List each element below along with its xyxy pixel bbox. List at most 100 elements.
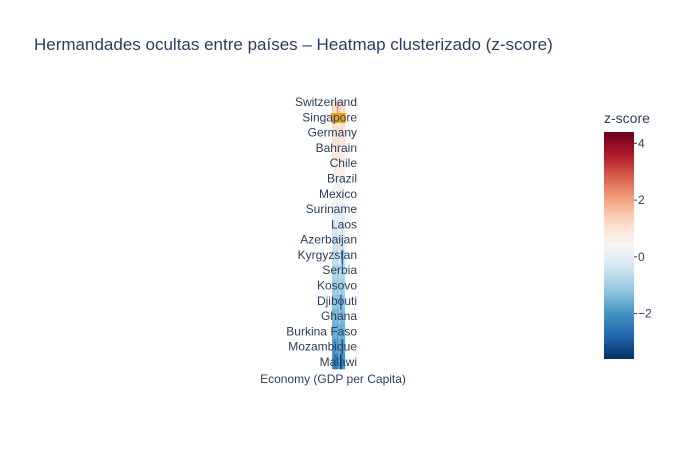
heatmap-cell bbox=[343, 145, 346, 161]
heatmap-cell bbox=[343, 160, 346, 176]
heatmap-cell bbox=[332, 175, 334, 191]
heatmap-cell bbox=[335, 309, 338, 325]
heatmap-cell bbox=[336, 101, 339, 117]
heatmap-cell bbox=[338, 294, 341, 310]
heatmap-cell bbox=[341, 279, 344, 295]
heatmap-cell bbox=[332, 339, 334, 355]
heatmap-cell bbox=[340, 324, 342, 340]
colorbar bbox=[604, 132, 634, 359]
heatmap-cell bbox=[332, 145, 334, 161]
heatmap-cell bbox=[335, 145, 338, 161]
heatmap-cell bbox=[341, 190, 344, 206]
heatmap-cell bbox=[338, 115, 341, 132]
heatmap-cell bbox=[343, 220, 346, 236]
y-tick-label: Chile bbox=[330, 156, 358, 170]
heatmap-cell bbox=[332, 220, 334, 236]
heatmap-cell bbox=[340, 235, 342, 251]
y-tick-label: Suriname bbox=[306, 202, 358, 216]
heatmap-cell bbox=[332, 130, 334, 146]
heatmap-cell bbox=[336, 354, 339, 370]
heatmap-cell bbox=[338, 279, 341, 295]
heatmap-cell bbox=[333, 160, 336, 176]
heatmap-cell bbox=[333, 145, 336, 161]
y-tick-label: Laos bbox=[331, 217, 357, 231]
heatmap-cell bbox=[343, 324, 346, 340]
heatmap-cell bbox=[338, 339, 341, 355]
heatmap-cell bbox=[341, 145, 344, 161]
y-tick-label: Kosovo bbox=[317, 279, 357, 293]
heatmap-cell bbox=[336, 175, 339, 191]
heatmap-cell bbox=[343, 190, 346, 206]
heatmap-cell bbox=[341, 115, 344, 132]
heatmap-cell bbox=[333, 130, 336, 146]
heatmap-cell bbox=[340, 175, 342, 191]
heatmap-cell bbox=[341, 175, 344, 191]
heatmap-cell bbox=[332, 235, 334, 251]
heatmap-cell bbox=[338, 249, 341, 266]
heatmap-cell bbox=[340, 115, 342, 132]
heatmap-cell bbox=[343, 205, 346, 221]
heatmap-cell bbox=[338, 354, 341, 370]
y-tick-label: Switzerland bbox=[295, 95, 357, 109]
heatmap-cell bbox=[333, 324, 336, 340]
heatmap-cell bbox=[341, 339, 344, 355]
heatmap-cell bbox=[332, 309, 334, 325]
y-axis-labels: SwitzerlandSingaporeGermanyBahrainChileB… bbox=[286, 95, 357, 369]
heatmap-cell bbox=[333, 249, 336, 266]
heatmap-cell bbox=[340, 205, 342, 221]
colorbar-tick-label: 2 bbox=[638, 193, 645, 207]
y-tick-label: Singapore bbox=[302, 110, 357, 124]
heatmap-cell bbox=[333, 309, 336, 325]
heatmap-cell bbox=[338, 101, 341, 117]
heatmap-cell bbox=[341, 264, 344, 280]
heatmap-cell bbox=[336, 145, 339, 161]
heatmap-cell bbox=[336, 309, 339, 325]
y-tick-label: Mexico bbox=[319, 187, 357, 201]
heatmap-cell bbox=[340, 249, 342, 266]
heatmap-cell bbox=[336, 264, 339, 280]
highlight-band bbox=[331, 113, 346, 123]
heatmap-cell bbox=[343, 354, 346, 370]
heatmap-cell bbox=[338, 264, 341, 280]
y-tick-label: Brazil bbox=[327, 171, 357, 185]
heatmap-cell bbox=[340, 145, 342, 161]
heatmap-cell bbox=[332, 205, 334, 221]
highlight-marker bbox=[331, 113, 346, 123]
y-tick-label: Bahrain bbox=[316, 141, 357, 155]
heatmap-cell bbox=[341, 101, 344, 117]
heatmap-cell bbox=[343, 115, 346, 132]
heatmap-cell bbox=[340, 354, 342, 370]
y-tick-label: Serbia bbox=[322, 263, 357, 277]
y-tick-label: Ghana bbox=[321, 309, 357, 323]
heatmap-cell bbox=[336, 190, 339, 206]
colorbar-tick-label: 4 bbox=[638, 136, 645, 150]
heatmap-cell bbox=[335, 101, 338, 117]
heatmap-cell bbox=[335, 339, 338, 355]
colorbar-title: z-score bbox=[604, 110, 650, 126]
heatmap-cell bbox=[341, 354, 344, 370]
heatmap-cell bbox=[343, 264, 346, 280]
heatmap-cell bbox=[332, 101, 334, 117]
heatmap-cell bbox=[335, 130, 338, 146]
heatmap-cell bbox=[333, 294, 336, 310]
heatmap-cell bbox=[338, 160, 341, 176]
heatmap-cell bbox=[340, 190, 342, 206]
heatmap-cell bbox=[335, 354, 338, 370]
heatmap-cell bbox=[335, 115, 338, 132]
heatmap-cell bbox=[332, 264, 334, 280]
heatmap-cell bbox=[340, 220, 342, 236]
heatmap-cell bbox=[343, 249, 346, 266]
heatmap-cell bbox=[333, 220, 336, 236]
heatmap-cell bbox=[343, 279, 346, 295]
heatmap-cell bbox=[338, 309, 341, 325]
heatmap-cell bbox=[336, 294, 339, 310]
heatmap-cell bbox=[338, 130, 341, 146]
heatmap-cell bbox=[343, 294, 346, 310]
y-tick-label: Malawi bbox=[320, 355, 357, 369]
heatmap-cell bbox=[335, 249, 338, 266]
heatmap-cell bbox=[340, 160, 342, 176]
heatmap-cell bbox=[336, 115, 339, 132]
heatmap-cell bbox=[335, 235, 338, 251]
heatmap-cell bbox=[340, 279, 342, 295]
heatmap-cell bbox=[332, 294, 334, 310]
